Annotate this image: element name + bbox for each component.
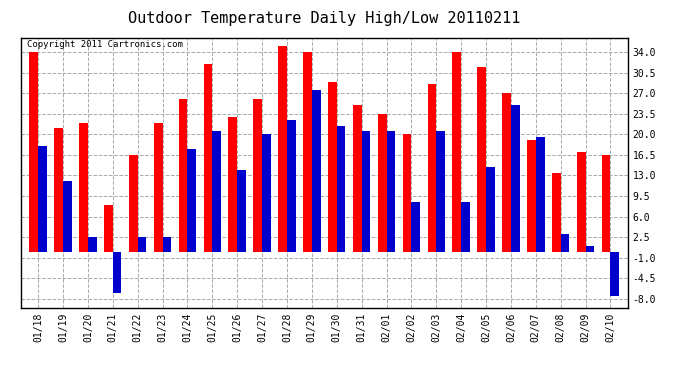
- Bar: [353, 105, 362, 252]
- Bar: [378, 114, 386, 252]
- Bar: [38, 146, 47, 252]
- Bar: [602, 155, 611, 252]
- Bar: [278, 46, 287, 252]
- Bar: [502, 93, 511, 252]
- Bar: [112, 252, 121, 293]
- Bar: [536, 137, 544, 252]
- Bar: [461, 202, 470, 252]
- Bar: [30, 52, 38, 252]
- Bar: [88, 237, 97, 252]
- Text: Outdoor Temperature Daily High/Low 20110211: Outdoor Temperature Daily High/Low 20110…: [128, 11, 520, 26]
- Bar: [552, 172, 561, 252]
- Bar: [312, 90, 321, 252]
- Bar: [179, 99, 188, 252]
- Bar: [561, 234, 569, 252]
- Bar: [386, 131, 395, 252]
- Bar: [586, 246, 594, 252]
- Bar: [527, 140, 536, 252]
- Bar: [411, 202, 420, 252]
- Bar: [253, 99, 262, 252]
- Bar: [237, 170, 246, 252]
- Bar: [611, 252, 619, 296]
- Bar: [204, 64, 213, 252]
- Bar: [337, 126, 346, 252]
- Bar: [328, 81, 337, 252]
- Bar: [79, 123, 88, 252]
- Bar: [486, 166, 495, 252]
- Bar: [428, 84, 436, 252]
- Bar: [287, 120, 296, 252]
- Bar: [55, 129, 63, 252]
- Bar: [403, 134, 411, 252]
- Bar: [104, 205, 112, 252]
- Bar: [262, 134, 270, 252]
- Bar: [453, 52, 461, 252]
- Bar: [63, 181, 72, 252]
- Bar: [129, 155, 138, 252]
- Bar: [477, 67, 486, 252]
- Bar: [138, 237, 146, 252]
- Bar: [188, 149, 196, 252]
- Bar: [511, 105, 520, 252]
- Bar: [228, 117, 237, 252]
- Bar: [577, 152, 586, 252]
- Bar: [213, 131, 221, 252]
- Bar: [436, 131, 445, 252]
- Bar: [303, 52, 312, 252]
- Text: Copyright 2011 Cartronics.com: Copyright 2011 Cartronics.com: [27, 40, 183, 49]
- Bar: [154, 123, 163, 252]
- Bar: [163, 237, 171, 252]
- Bar: [362, 131, 371, 252]
